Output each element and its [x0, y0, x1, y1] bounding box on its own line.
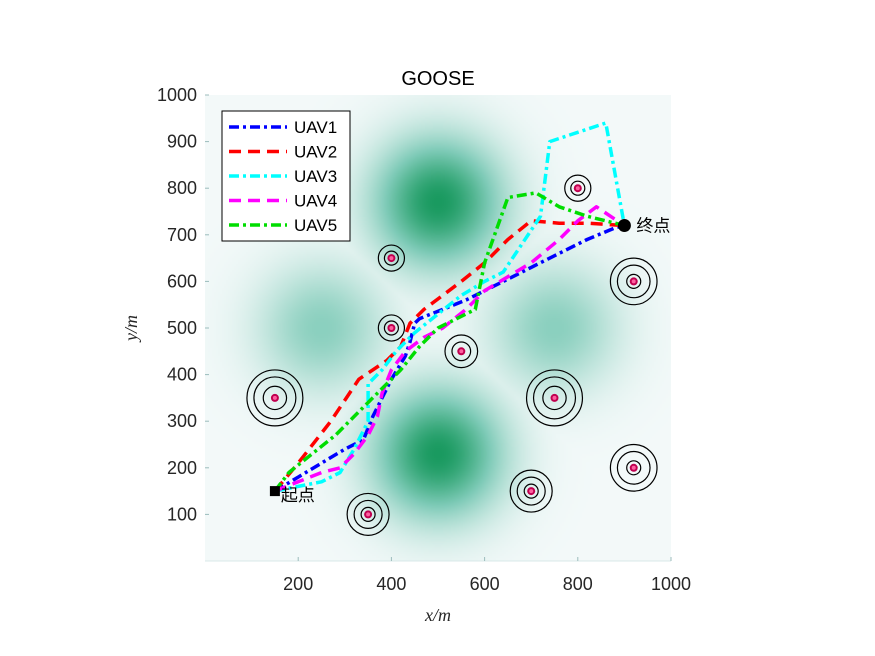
series-line-uav4 [274, 205, 626, 493]
series-line-uav5 [273, 191, 625, 493]
x-tick-label: 400 [376, 574, 406, 594]
obstacle [377, 244, 406, 272]
obstacle-core [366, 512, 371, 517]
obstacle-ring [516, 476, 546, 506]
obstacle-ring [246, 369, 304, 427]
obstacle-core [631, 279, 636, 284]
obstacle-ring [532, 376, 577, 420]
y-tick-label: 800 [167, 178, 197, 198]
obstacle-ring [383, 250, 399, 266]
obstacle-core [529, 489, 534, 494]
chart-title: GOOSE [401, 68, 474, 90]
obstacle-ring [346, 492, 390, 536]
obstacle-ring [253, 376, 297, 420]
obstacle-ring [626, 273, 642, 289]
y-tick-label: 900 [167, 132, 197, 152]
obstacle-ring [377, 314, 406, 342]
series-line-uav3 [274, 121, 627, 493]
obstacle [525, 369, 584, 427]
obstacle-core [631, 465, 636, 470]
start-label: 起点 [281, 486, 315, 505]
y-tick-label: 1000 [157, 85, 197, 105]
end-marker [617, 218, 631, 232]
obstacle [564, 174, 592, 202]
obstacle-ring [383, 320, 399, 336]
legend-label-uav3: UAV3 [294, 167, 337, 186]
obstacle-ring [609, 443, 658, 492]
obstacle-ring [525, 369, 584, 427]
y-tick-label: 300 [167, 411, 197, 431]
obstacle [509, 469, 553, 513]
legend-label-uav1: UAV1 [294, 118, 337, 137]
marker-layer: 起点 终点 [269, 216, 670, 505]
obstacle-ring [609, 257, 658, 306]
obstacle [346, 492, 390, 536]
obstacle-ring [616, 264, 651, 299]
series-line-uav2 [273, 219, 625, 493]
legend-label-uav2: UAV2 [294, 143, 337, 162]
y-tick-label: 200 [167, 458, 197, 478]
obstacle [609, 257, 658, 306]
y-tick-label: 600 [167, 271, 197, 291]
obstacle-ring [377, 244, 406, 272]
obstacle-ring [262, 385, 288, 411]
obstacle-ring [360, 506, 376, 522]
obstacle [246, 369, 304, 427]
legend-label-uav4: UAV4 [294, 192, 337, 211]
series-layer [273, 121, 627, 493]
obstacle-ring [616, 450, 651, 485]
y-tick-label: 500 [167, 318, 197, 338]
start-marker [269, 486, 280, 497]
obstacle-ring [353, 499, 383, 529]
obstacle-core [272, 395, 277, 400]
obstacle-core [389, 256, 394, 261]
x-tick-label: 600 [470, 574, 500, 594]
legend-label-uav5: UAV5 [294, 216, 337, 235]
y-axis-label: y/m [121, 315, 141, 343]
end-label: 终点 [636, 216, 670, 235]
obstacle-ring [542, 385, 567, 411]
obstacle-ring [570, 180, 586, 196]
obstacle-ring [509, 469, 553, 513]
obstacle-ring [523, 483, 539, 499]
obstacle [377, 314, 406, 342]
obstacle-ring [564, 174, 592, 202]
x-tick-label: 1000 [651, 574, 691, 594]
obstacle-core [459, 349, 464, 354]
obstacle-ring [444, 334, 479, 369]
x-tick-label: 800 [563, 574, 593, 594]
obstacle-core [575, 186, 580, 191]
legend: UAV1 UAV2 UAV3 UAV4 UAV5 [221, 110, 351, 242]
obstacle-core [389, 326, 394, 330]
y-tick-label: 400 [167, 365, 197, 385]
obstacle-ring [626, 460, 642, 476]
axes: 200 400 600 800 1000 100 200 300 400 500 600 700 800… [157, 85, 691, 594]
y-tick-label: 100 [167, 504, 197, 524]
x-axis-label: x/m [424, 605, 451, 625]
obstacle-ring [451, 341, 472, 362]
obstacle-layer [246, 174, 658, 536]
y-tick-label: 700 [167, 225, 197, 245]
obstacle [609, 443, 658, 492]
x-tick-label: 200 [283, 574, 313, 594]
obstacle-core [552, 395, 557, 400]
obstacle [444, 334, 479, 369]
